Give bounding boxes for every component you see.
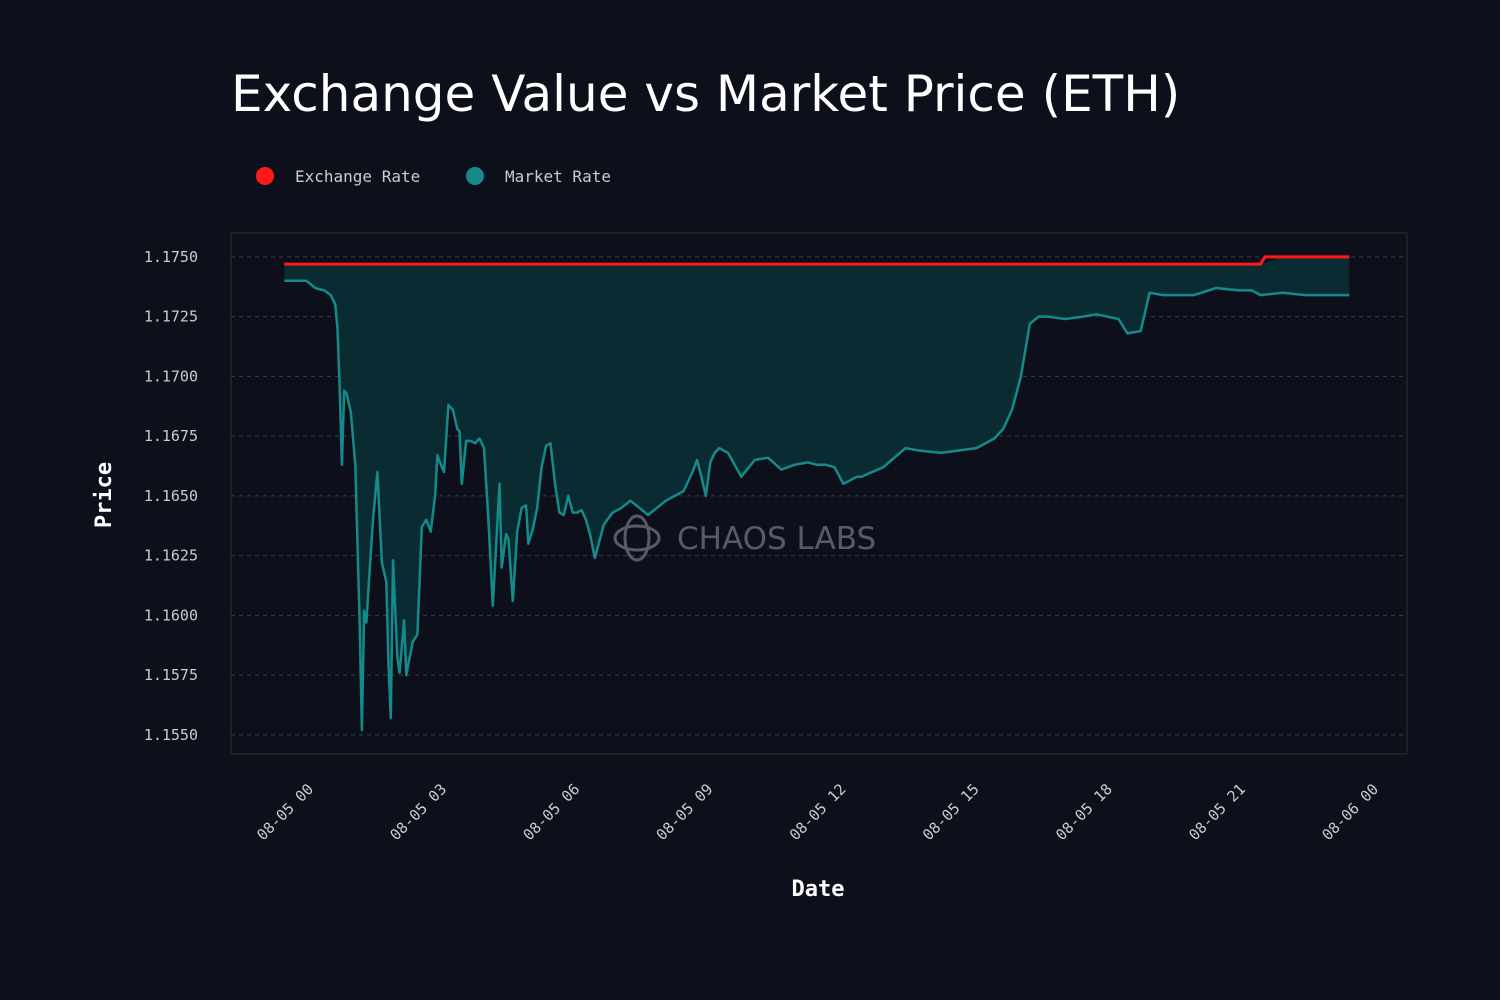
y-tick-label: 1.1550 [144,726,198,744]
watermark-text: CHAOS LABS [677,521,876,557]
y-tick-label: 1.1675 [144,427,198,445]
chaos-labs-logo-icon [613,514,661,562]
y-axis-ticks: 1.1750 1.1725 1.1700 1.1675 1.1650 1.1625 1.16… [144,248,198,744]
y-tick-label: 1.1750 [144,248,198,266]
y-tick-label: 1.1700 [144,367,198,385]
chart-title: Exchange Value vs Market Price (ETH) [231,65,1180,123]
series-line-market-rate [284,279,1350,732]
legend-label-exchange-rate: Exchange Rate [295,167,420,186]
series-line-exchange-rate [284,255,1350,266]
plot-area [230,232,1408,755]
spread-fill-area [284,256,1350,731]
legend: Exchange Rate Market Rate [256,167,611,186]
watermark: CHAOS LABS [613,514,876,562]
legend-marker-exchange-rate [256,167,274,185]
y-tick-label: 1.1575 [144,666,198,684]
y-tick-label: 1.1600 [144,606,198,624]
y-tick-label: 1.1650 [144,487,198,505]
y-tick-label: 1.1625 [144,547,198,565]
legend-marker-market-rate [466,167,484,185]
legend-label-market-rate: Market Rate [505,167,611,186]
y-tick-label: 1.1725 [144,308,198,326]
x-axis-label: Date [792,877,845,902]
y-axis-label: Price [92,462,117,528]
